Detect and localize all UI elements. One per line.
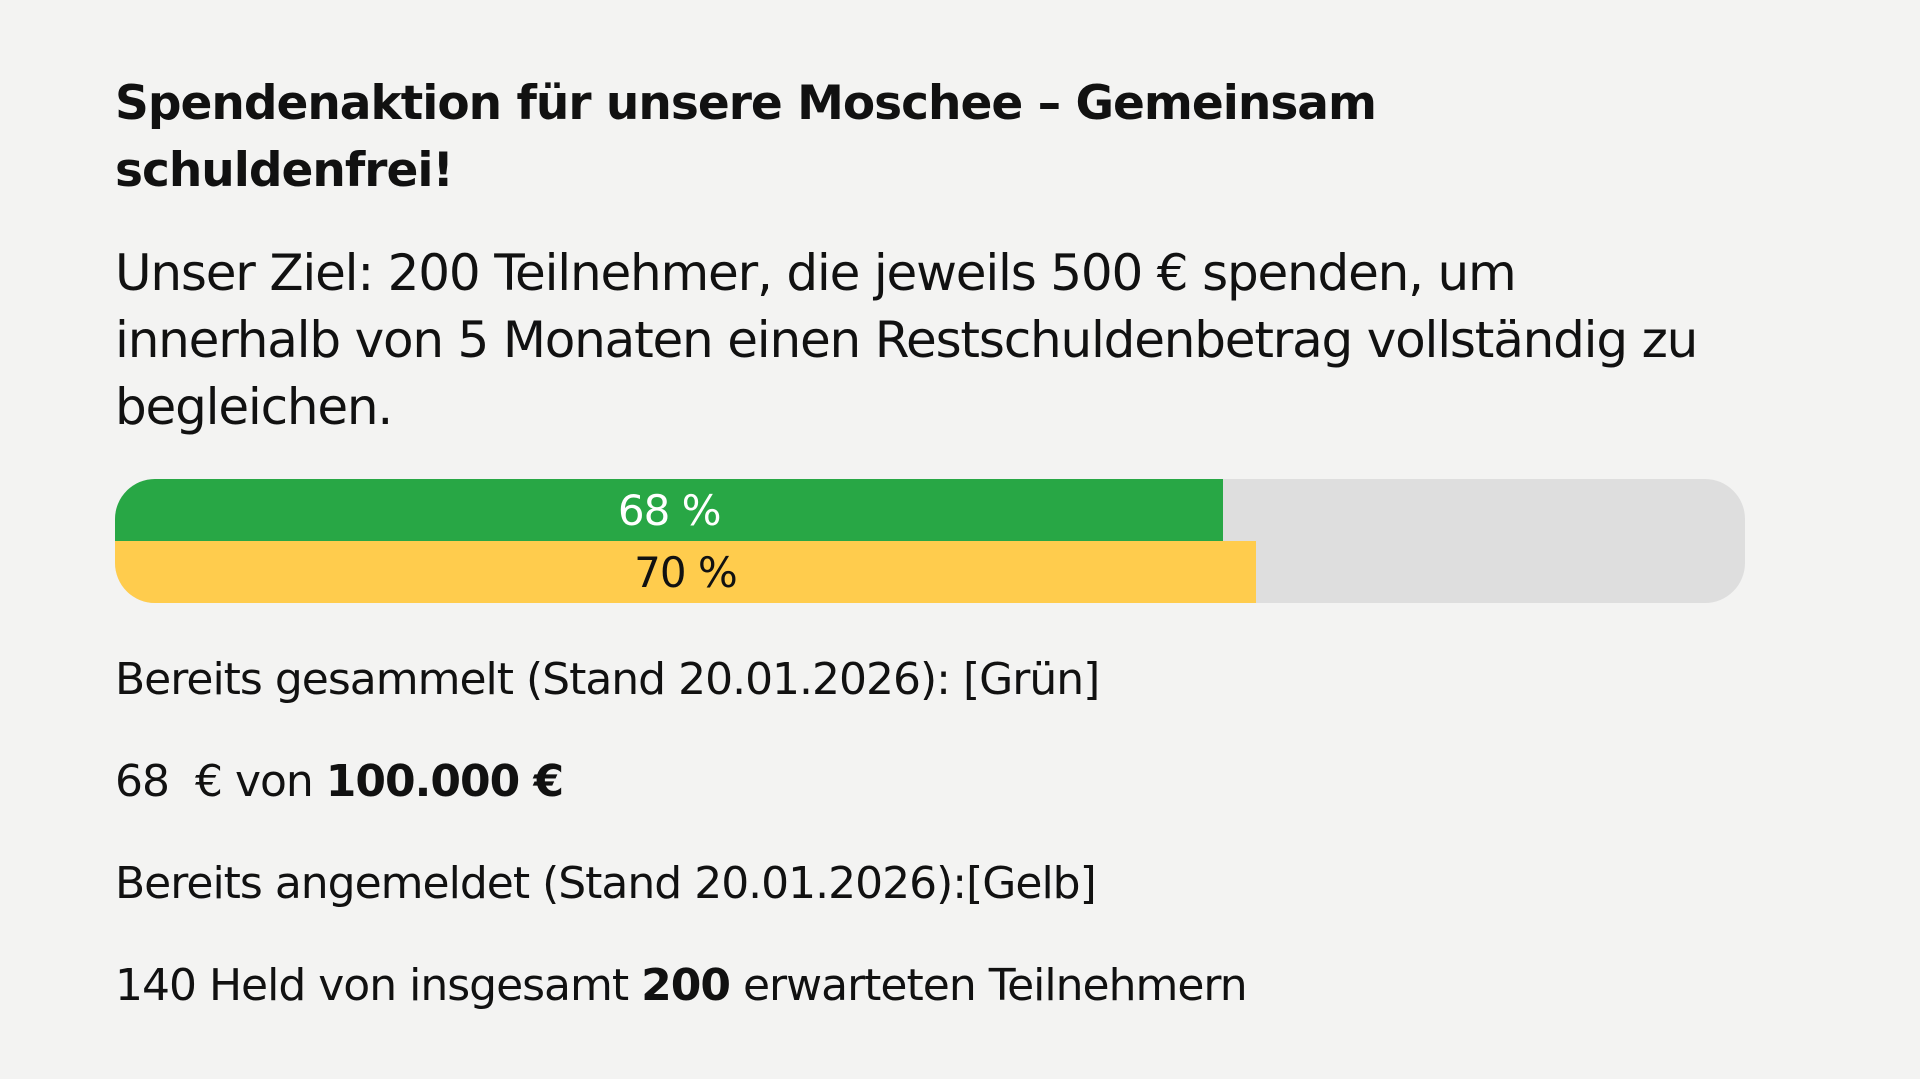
page-title: Spendenaktion für unsere Moschee – Gemei…	[115, 76, 1377, 198]
collected-amount-total: 100.000 €	[325, 756, 564, 807]
registered-count-total: 200	[641, 960, 731, 1011]
registered-heading: Bereits angemeldet (Stand 20.01.2026):[G…	[115, 858, 1097, 909]
registrations-progress-fill: 70 %	[115, 541, 1256, 603]
fundraiser-section: Spendenaktion für unsere Moschee – Gemei…	[115, 70, 1745, 1011]
donations-progress-label: 68 %	[617, 485, 722, 535]
registrations-progress-label: 70 %	[634, 547, 738, 597]
collected-amount: 68 € von 100.000 €	[115, 757, 1745, 807]
registered-count-current: 140 Held von insgesamt	[115, 960, 642, 1011]
donations-progress-fill: 68 %	[115, 479, 1224, 541]
collected-amount-current: 68 € von	[115, 756, 326, 807]
goal-description: Unser Ziel: 200 Teilnehmer, die jeweils …	[115, 244, 1698, 436]
registered-count: 140 Held von insgesamt 200 erwarteten Te…	[115, 961, 1745, 1011]
progress-bar: 68 % 70 %	[115, 479, 1745, 603]
collected-heading: Bereits gesammelt (Stand 20.01.2026): [G…	[115, 654, 1100, 705]
registered-count-suffix: erwarteten Teilnehmern	[729, 960, 1248, 1011]
